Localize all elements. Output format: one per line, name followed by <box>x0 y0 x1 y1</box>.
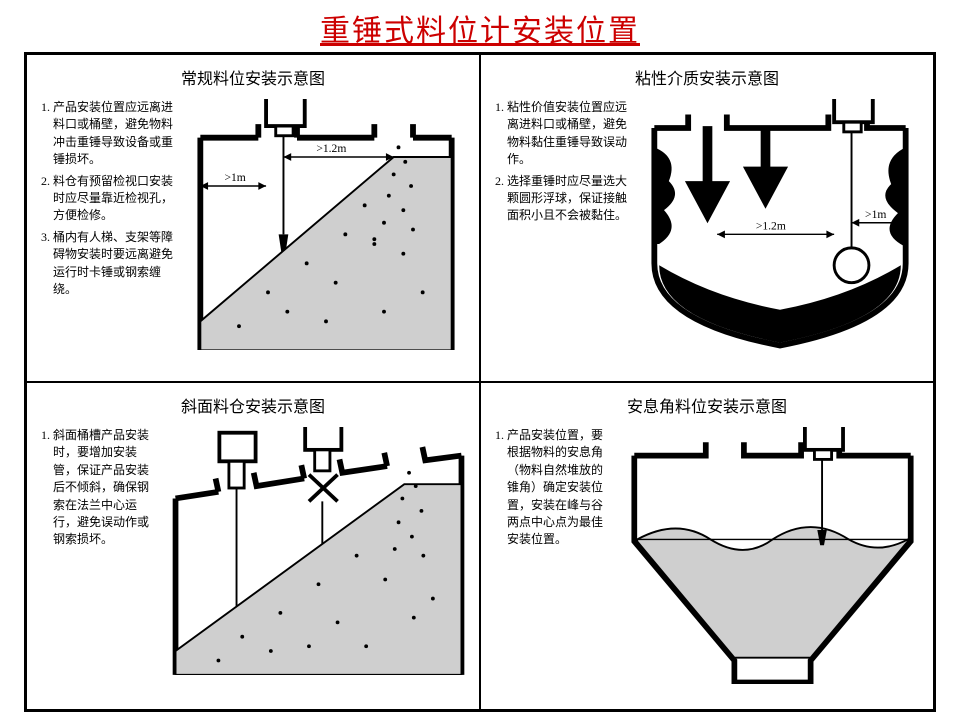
panel-title: 常规料位安装示意图 <box>35 65 471 89</box>
note-item: 桶内有人梯、支架等障碍物安装时要远离避免运行时卡锤或钢索缠绕。 <box>53 229 175 299</box>
panel-title: 粘性介质安装示意图 <box>489 65 925 89</box>
main-title: 重锤式料位计安装位置 <box>0 0 960 52</box>
diagram-svg: >1.2m >1m <box>635 99 925 350</box>
diagram-col <box>166 427 471 675</box>
note-item: 选择重锤时应尽量选大颗圆形浮球，保证接触面积小且不会被黏住。 <box>507 173 629 225</box>
panel-bottom-left: 斜面料仓安装示意图 斜面桶槽产品安装时，要增加安装管，保证产品安装后不倾斜，确保… <box>26 382 480 710</box>
diagram-svg: >1m >1.2m <box>181 99 471 350</box>
note-item: 斜面桶槽产品安装时，要增加安装管，保证产品安装后不倾斜，确保钢索在法兰中心运行，… <box>53 427 160 549</box>
panel-bottom-right: 安息角料位安装示意图 产品安装位置，要根据物料的安息角（物料自然堆放的锥角）确定… <box>480 382 934 710</box>
page: 重锤式料位计安装位置 常规料位安装示意图 产品安装位置应远离进料口或桶壁，避免物… <box>0 0 960 720</box>
note-item: 料仓有预留检视口安装时应尽量靠近检视孔，方便检修。 <box>53 173 175 225</box>
dim-label: >1.2m <box>316 142 346 155</box>
notes-col: 粘性价值安装位置应远离进料口或桶壁，避免物料黏住重锤导致误动作。 选择重锤时应尽… <box>489 99 629 229</box>
notes-col: 产品安装位置，要根据物料的安息角（物料自然堆放的锥角）确定安装位置，安装在峰与谷… <box>489 427 614 553</box>
diagram-svg <box>166 427 471 675</box>
diagram-col: >1.2m >1m <box>635 99 925 350</box>
panel-title: 斜面料仓安装示意图 <box>35 393 471 417</box>
dim-label: >1m <box>225 171 246 184</box>
note-item: 粘性价值安装位置应远离进料口或桶壁，避免物料黏住重锤导致误动作。 <box>507 99 629 169</box>
diagram-svg <box>620 427 925 684</box>
panel-top-right: 粘性介质安装示意图 粘性价值安装位置应远离进料口或桶壁，避免物料黏住重锤导致误动… <box>480 54 934 382</box>
notes-col: 斜面桶槽产品安装时，要增加安装管，保证产品安装后不倾斜，确保钢索在法兰中心运行，… <box>35 427 160 553</box>
dim-label: >1m <box>865 208 886 221</box>
note-item: 产品安装位置应远离进料口或桶壁，避免物料冲击重锤导致设备或重锤损坏。 <box>53 99 175 169</box>
notes-col: 产品安装位置应远离进料口或桶壁，避免物料冲击重锤导致设备或重锤损坏。 料仓有预留… <box>35 99 175 302</box>
panel-title: 安息角料位安装示意图 <box>489 393 925 417</box>
panel-top-left: 常规料位安装示意图 产品安装位置应远离进料口或桶壁，避免物料冲击重锤导致设备或重… <box>26 54 480 382</box>
diagram-grid: 常规料位安装示意图 产品安装位置应远离进料口或桶壁，避免物料冲击重锤导致设备或重… <box>24 52 936 712</box>
dim-label: >1.2m <box>756 219 786 232</box>
note-item: 产品安装位置，要根据物料的安息角（物料自然堆放的锥角）确定安装位置，安装在峰与谷… <box>507 427 614 549</box>
diagram-col: >1m >1.2m <box>181 99 471 350</box>
diagram-col <box>620 427 925 684</box>
